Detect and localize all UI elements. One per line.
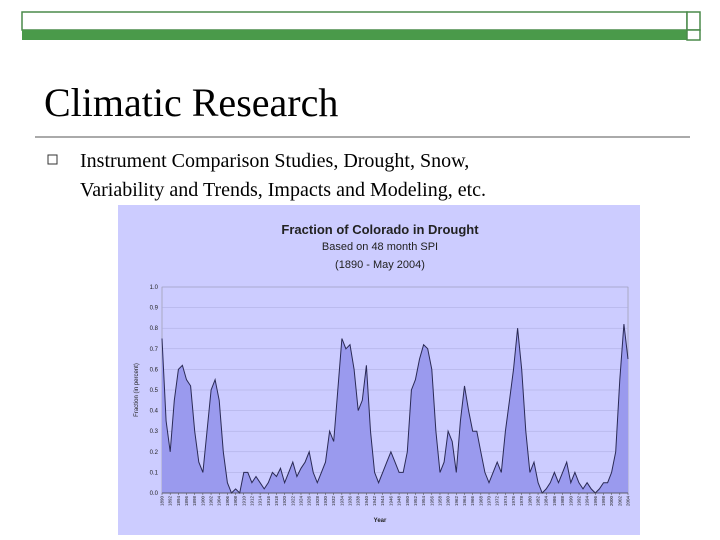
x-tick-label: 1926 (307, 496, 312, 507)
x-tick-label: 1900 (200, 496, 205, 507)
x-tick-label: 1964 (462, 496, 467, 507)
x-tick-label: 1958 (437, 496, 442, 507)
x-tick-label: 1956 (429, 496, 434, 507)
bullet-text: Instrument Comparison Studies, Drought, … (80, 150, 469, 172)
x-tick-label: 2002 (617, 496, 622, 507)
y-tick-label: 0.4 (150, 409, 159, 415)
x-tick-label: 1970 (487, 496, 492, 507)
x-axis-label: Year (374, 518, 387, 524)
x-tick-label: 1908 (233, 496, 238, 507)
x-tick-label: 1972 (495, 496, 500, 507)
x-tick-label: 1990 (568, 496, 573, 507)
y-tick-label: 0.1 (150, 470, 159, 476)
x-tick-label: 1968 (478, 496, 483, 507)
y-tick-label: 0.8 (150, 326, 159, 332)
y-axis-label: Fraction (in percent) (134, 363, 140, 417)
header-bar (22, 30, 687, 40)
y-tick-label: 1.0 (150, 285, 159, 291)
corner-box (686, 11, 701, 31)
x-tick-label: 1896 (184, 496, 189, 507)
y-tick-label: 0.6 (150, 367, 159, 373)
x-tick-label: 1890 (160, 496, 165, 507)
x-tick-label: 1982 (536, 496, 541, 507)
header-box (21, 11, 688, 31)
x-tick-label: 1920 (282, 496, 287, 507)
x-tick-label: 1966 (470, 496, 475, 507)
x-tick-label: 2004 (626, 496, 631, 507)
x-tick-label: 1936 (348, 496, 353, 507)
x-tick-label: 1976 (511, 496, 516, 507)
y-tick-label: 0.2 (150, 450, 159, 456)
x-tick-label: 1932 (331, 496, 336, 507)
y-tick-label: 0.0 (150, 491, 159, 497)
x-tick-label: 1922 (290, 496, 295, 507)
x-tick-label: 1938 (356, 496, 361, 507)
x-tick-label: 1986 (552, 496, 557, 507)
slide-title: Climatic Research (44, 80, 338, 125)
bullet-text: Variability and Trends, Impacts and Mode… (80, 179, 486, 201)
x-tick-label: 1914 (258, 496, 263, 507)
corner-box (686, 29, 701, 41)
chart-subtitle: (1890 - May 2004) (335, 259, 425, 271)
x-tick-label: 1940 (364, 496, 369, 507)
x-tick-label: 1962 (454, 496, 459, 507)
x-tick-label: 1946 (388, 496, 393, 507)
x-tick-label: 1974 (503, 496, 508, 507)
x-tick-label: 1912 (249, 496, 254, 507)
y-tick-label: 0.9 (150, 306, 159, 312)
x-tick-label: 1996 (593, 496, 598, 507)
y-tick-label: 0.3 (150, 429, 159, 435)
x-tick-label: 1954 (421, 496, 426, 507)
x-tick-label: 1998 (601, 496, 606, 507)
x-tick-label: 1924 (298, 496, 303, 507)
x-tick-label: 1960 (446, 496, 451, 507)
x-tick-label: 1906 (225, 496, 230, 507)
x-tick-label: 1892 (168, 496, 173, 507)
bullet (47, 154, 58, 165)
x-tick-label: 1910 (241, 496, 246, 507)
x-tick-label: 1942 (372, 496, 377, 507)
x-tick-label: 1934 (339, 496, 344, 507)
chart-title: Fraction of Colorado in Drought (281, 222, 479, 237)
x-tick-label: 1894 (176, 496, 181, 507)
chart-subtitle: Based on 48 month SPI (322, 241, 438, 253)
x-tick-label: 1994 (585, 496, 590, 507)
x-tick-label: 1898 (192, 496, 197, 507)
x-tick-label: 1978 (519, 496, 524, 507)
y-tick-label: 0.7 (150, 347, 159, 353)
x-tick-label: 1904 (217, 496, 222, 507)
x-tick-label: 2000 (609, 496, 614, 507)
x-tick-label: 1948 (397, 496, 402, 507)
x-tick-label: 1930 (323, 496, 328, 507)
x-tick-label: 1944 (380, 496, 385, 507)
x-tick-label: 1984 (544, 496, 549, 507)
x-tick-label: 1952 (413, 496, 418, 507)
x-tick-label: 1902 (209, 496, 214, 507)
x-tick-label: 1918 (274, 496, 279, 507)
x-tick-label: 1992 (576, 496, 581, 507)
x-tick-label: 1916 (266, 496, 271, 507)
area-fill (162, 324, 628, 493)
y-tick-label: 0.5 (150, 388, 159, 394)
x-tick-label: 1928 (315, 496, 320, 507)
x-tick-label: 1950 (405, 496, 410, 507)
x-tick-label: 1980 (527, 496, 532, 507)
x-tick-label: 1988 (560, 496, 565, 507)
